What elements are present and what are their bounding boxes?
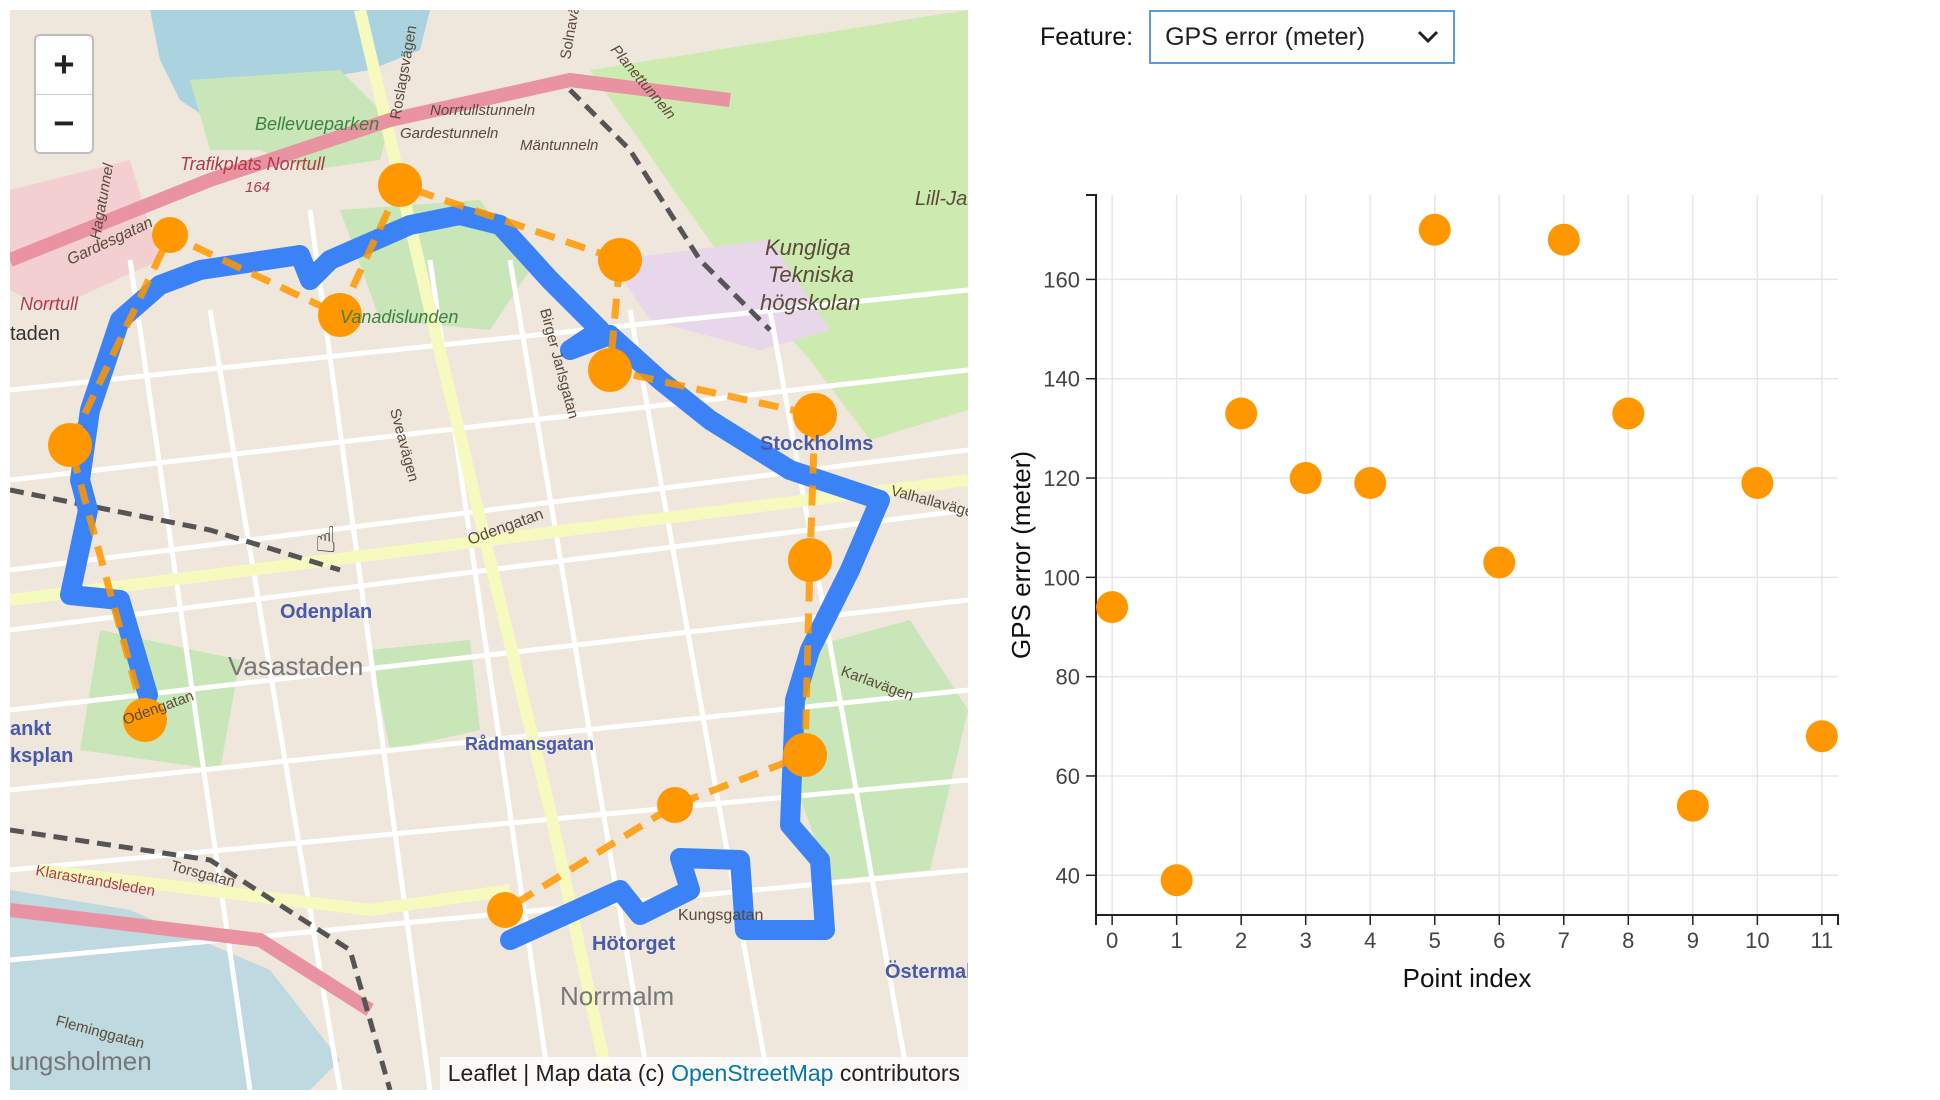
data-point[interactable] (1160, 864, 1193, 897)
y-tick-label: 120 (1043, 466, 1080, 491)
data-point[interactable] (1805, 720, 1838, 753)
gps-point-marker[interactable] (783, 733, 827, 777)
x-tick-label: 4 (1364, 928, 1376, 953)
data-point[interactable] (1225, 397, 1258, 430)
map-attribution: Leaflet | Map data (c) OpenStreetMap con… (439, 1057, 968, 1090)
map-view[interactable]: Bellevueparken Norrtullstunneln Gardestu… (10, 10, 968, 1090)
gps-point-marker[interactable] (318, 293, 362, 337)
data-point[interactable] (1418, 213, 1451, 246)
map-label: Mäntunneln (520, 137, 598, 154)
gps-point-marker[interactable] (123, 698, 167, 742)
x-tick-label: 7 (1558, 928, 1570, 953)
y-axis-label: GPS error (meter) (1006, 451, 1036, 659)
gps-point-marker[interactable] (598, 238, 642, 282)
gps-point-marker[interactable] (793, 393, 837, 437)
map-label: Kungliga (765, 235, 851, 260)
hand-cursor-icon: ☝ (315, 520, 337, 561)
x-axis-label: Point index (1403, 963, 1532, 993)
map-label: Norrtull (20, 294, 79, 314)
y-tick-label: 80 (1056, 665, 1080, 690)
data-point[interactable] (1547, 223, 1580, 256)
data-point[interactable] (1676, 789, 1709, 822)
y-tick-label: 60 (1056, 764, 1080, 789)
y-tick-label: 160 (1043, 267, 1080, 292)
zoom-out-button[interactable]: − (36, 94, 92, 152)
map-label: Hötorget (592, 933, 676, 955)
data-point[interactable] (1289, 462, 1322, 495)
gps-point-marker[interactable] (588, 348, 632, 392)
feature-select-value: GPS error (meter) (1165, 22, 1366, 51)
map-label: 164 (245, 179, 270, 196)
feature-selector-row: Feature: GPS error (meter) (1040, 10, 1456, 64)
gps-point-marker[interactable] (487, 892, 523, 928)
map-label: Lill-Jan (915, 188, 968, 210)
map-label: Bellevueparken (255, 114, 379, 134)
x-tick-label: 3 (1300, 928, 1312, 953)
x-tick-label: 5 (1429, 928, 1441, 953)
map-label: ungsholmen (10, 1046, 152, 1076)
gps-point-marker[interactable] (152, 217, 188, 253)
feature-select[interactable]: GPS error (meter) (1149, 10, 1456, 64)
map-label: Vanadislunden (340, 307, 458, 327)
x-tick-label: 1 (1171, 928, 1183, 953)
chart-panel: Feature: GPS error (meter) 40 60 80 100 120 1… (1000, 0, 1940, 1100)
gps-point-marker[interactable] (788, 538, 832, 582)
y-tick-label: 140 (1043, 367, 1080, 392)
map-label: Tekniska (768, 262, 854, 287)
x-tick-label: 2 (1235, 928, 1247, 953)
attribution-prefix: Leaflet | Map data (c) (447, 1060, 672, 1086)
openstreetmap-link[interactable]: OpenStreetMap (671, 1060, 834, 1086)
map-label: Kungsgatan (678, 907, 763, 924)
gps-point-marker[interactable] (48, 423, 92, 467)
map-label: ankt (10, 718, 51, 740)
x-tick-label: 11 (1810, 928, 1833, 953)
data-point[interactable] (1483, 546, 1516, 579)
map-label: Norrtullstunneln (430, 102, 535, 119)
map-tiles[interactable]: Bellevueparken Norrtullstunneln Gardestu… (10, 10, 968, 1090)
attribution-suffix: contributors (833, 1060, 960, 1086)
x-tick-label: 0 (1106, 928, 1118, 953)
x-tick-label: 6 (1493, 928, 1505, 953)
feature-label: Feature: (1040, 22, 1134, 51)
map-label: Gardestunneln (400, 125, 498, 142)
map-label: Odenplan (280, 601, 372, 623)
map-label: ksplan (10, 745, 73, 767)
y-tick-label: 100 (1043, 565, 1080, 590)
map-label: Trafikplats Norrtull (180, 154, 326, 174)
x-tick-label: 9 (1687, 928, 1699, 953)
map-label: Östermal (885, 960, 968, 983)
map-label: Vasastaden (228, 651, 363, 681)
gps-point-marker[interactable] (378, 163, 422, 207)
data-point[interactable] (1096, 591, 1129, 624)
x-tick-label: 10 (1745, 928, 1769, 953)
data-point[interactable] (1612, 397, 1645, 430)
map-label: Stockholms (760, 433, 873, 455)
map-label: Rådmansgatan (465, 734, 594, 754)
axis-lines (1086, 194, 1839, 925)
gps-point-markers (48, 163, 837, 928)
scatter-chart: 40 60 80 100 120 140 160 0 1 2 3 4 5 6 7 8 9 10 11 Point i… (1006, 194, 1839, 993)
map-label: högskolan (760, 290, 860, 315)
data-point[interactable] (1354, 467, 1387, 499)
x-tick-label: 8 (1622, 928, 1634, 953)
gps-point-marker[interactable] (657, 787, 693, 823)
zoom-control: + − (34, 34, 94, 154)
map-label: Norrmalm (560, 981, 674, 1011)
map-label: taden (10, 323, 60, 345)
chevron-down-icon (1417, 24, 1439, 50)
zoom-in-button[interactable]: + (53, 44, 75, 84)
y-tick-label: 40 (1056, 863, 1080, 888)
data-point[interactable] (1741, 467, 1774, 499)
